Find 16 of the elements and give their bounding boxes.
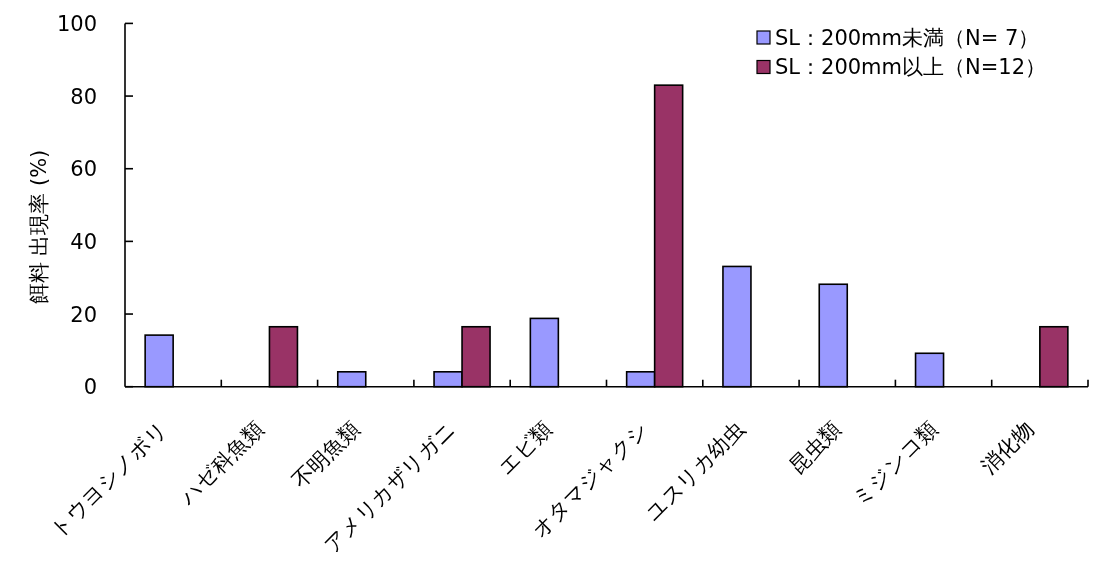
y-tick-label: 40 bbox=[70, 229, 97, 254]
x-tick-label: ハゼ科魚類 bbox=[174, 416, 268, 510]
y-tick-label: 60 bbox=[70, 157, 97, 182]
y-axis-title: 餌料 出現率 (%) bbox=[27, 149, 51, 305]
x-tick-label: 昆虫類 bbox=[784, 416, 846, 479]
y-tick-label: 0 bbox=[83, 375, 97, 400]
x-tick-label: エビ類 bbox=[493, 416, 557, 480]
legend-label: SL：200mm未満（N= 7） bbox=[775, 25, 1040, 50]
y-tick-label: 80 bbox=[70, 84, 97, 109]
x-tick-label: ミジンコ類 bbox=[848, 416, 943, 511]
legend-label: SL：200mm以上（N=12） bbox=[775, 55, 1047, 79]
y-tick-label: 100 bbox=[56, 11, 97, 36]
y-tick-label: 20 bbox=[70, 302, 97, 327]
x-tick-label: トウヨシノボリ bbox=[45, 416, 172, 543]
x-tick-label: 消化物 bbox=[976, 416, 1039, 479]
x-tick-label: 不明魚類 bbox=[287, 416, 365, 493]
